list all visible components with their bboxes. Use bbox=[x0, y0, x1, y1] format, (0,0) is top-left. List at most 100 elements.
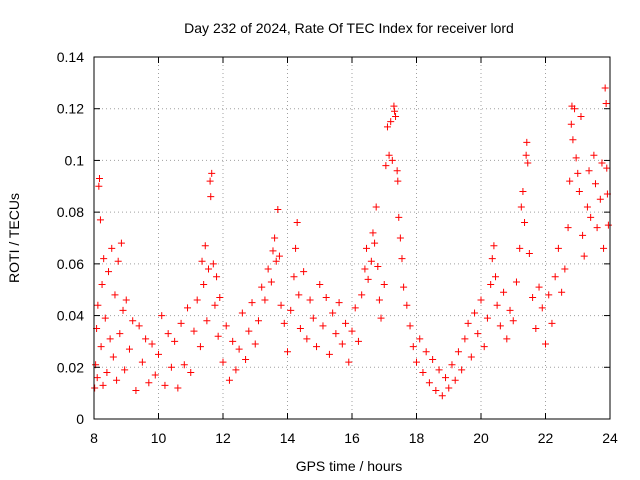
data-point bbox=[235, 345, 243, 353]
data-point bbox=[372, 203, 380, 211]
data-point bbox=[219, 358, 227, 366]
x-tick-label: 24 bbox=[602, 430, 618, 446]
data-point bbox=[432, 387, 440, 395]
data-point bbox=[374, 262, 382, 270]
data-point bbox=[201, 242, 209, 250]
data-point bbox=[122, 296, 130, 304]
data-point bbox=[121, 366, 129, 374]
y-tick-label: 0.14 bbox=[57, 49, 84, 65]
data-point bbox=[361, 265, 369, 273]
data-point bbox=[591, 180, 599, 188]
data-point bbox=[322, 293, 330, 301]
y-tick-label: 0.04 bbox=[57, 308, 84, 324]
data-point bbox=[174, 384, 182, 392]
data-point bbox=[303, 335, 311, 343]
data-point bbox=[209, 260, 217, 268]
data-point bbox=[496, 322, 504, 330]
data-point bbox=[295, 291, 303, 299]
data-point bbox=[577, 112, 585, 120]
data-point bbox=[116, 330, 124, 338]
data-point bbox=[114, 257, 122, 265]
x-tick-label: 8 bbox=[90, 430, 98, 446]
x-tick-label: 10 bbox=[151, 430, 167, 446]
data-point bbox=[572, 154, 580, 162]
data-point bbox=[354, 337, 362, 345]
data-point bbox=[471, 309, 479, 317]
data-point bbox=[216, 293, 224, 301]
data-point bbox=[264, 265, 272, 273]
chart-title: Day 232 of 2024, Rate Of TEC Index for r… bbox=[184, 20, 514, 36]
data-point bbox=[177, 319, 185, 327]
data-point bbox=[509, 317, 517, 325]
data-point bbox=[551, 273, 559, 281]
data-point bbox=[277, 301, 285, 309]
data-point bbox=[97, 343, 105, 351]
data-point bbox=[129, 317, 137, 325]
data-point bbox=[261, 296, 269, 304]
data-point bbox=[596, 195, 604, 203]
data-point bbox=[542, 340, 549, 348]
data-point bbox=[203, 317, 211, 325]
x-tick-label: 18 bbox=[409, 430, 425, 446]
data-point bbox=[335, 299, 343, 307]
data-point bbox=[293, 218, 301, 226]
data-point bbox=[332, 330, 340, 338]
data-point bbox=[222, 322, 230, 330]
data-point bbox=[269, 247, 277, 255]
data-point bbox=[393, 167, 401, 175]
data-point bbox=[493, 301, 501, 309]
data-point bbox=[94, 301, 102, 309]
data-point bbox=[377, 314, 385, 322]
data-point bbox=[319, 322, 327, 330]
data-point bbox=[548, 319, 556, 327]
data-point bbox=[451, 376, 459, 384]
data-point bbox=[603, 164, 611, 172]
data-point bbox=[524, 159, 532, 167]
data-point bbox=[525, 250, 533, 258]
data-point bbox=[196, 343, 204, 351]
data-points bbox=[91, 84, 612, 400]
data-point bbox=[461, 335, 469, 343]
data-point bbox=[95, 182, 103, 190]
data-point bbox=[519, 187, 527, 195]
data-point bbox=[96, 216, 104, 224]
data-point bbox=[598, 159, 606, 167]
data-point bbox=[125, 345, 133, 353]
data-point bbox=[213, 273, 221, 281]
x-tick-label: 20 bbox=[473, 430, 489, 446]
data-point bbox=[571, 105, 579, 113]
data-point bbox=[99, 381, 107, 389]
data-point bbox=[403, 301, 411, 309]
data-point bbox=[280, 319, 288, 327]
data-point bbox=[290, 273, 298, 281]
data-point bbox=[345, 358, 353, 366]
data-point bbox=[296, 325, 304, 332]
data-point bbox=[503, 335, 511, 343]
data-point bbox=[313, 343, 321, 351]
x-tick-label: 12 bbox=[215, 430, 231, 446]
data-point bbox=[367, 257, 375, 265]
data-point bbox=[200, 281, 208, 289]
data-point bbox=[382, 162, 390, 170]
data-point bbox=[561, 265, 569, 273]
data-point bbox=[435, 366, 443, 374]
data-point bbox=[275, 252, 283, 260]
data-point bbox=[284, 348, 291, 356]
data-point bbox=[564, 224, 572, 232]
data-point bbox=[101, 314, 109, 322]
data-point bbox=[316, 281, 324, 289]
data-point bbox=[574, 169, 582, 177]
x-tick-label: 16 bbox=[344, 430, 360, 446]
data-point bbox=[142, 335, 150, 343]
data-point bbox=[371, 239, 379, 247]
data-point bbox=[292, 244, 300, 252]
y-tick-label: 0.06 bbox=[57, 256, 84, 272]
data-point bbox=[467, 353, 475, 361]
y-tick-label: 0 bbox=[76, 411, 84, 427]
data-point bbox=[364, 275, 372, 283]
data-point bbox=[398, 255, 406, 263]
data-point bbox=[506, 306, 514, 314]
data-point bbox=[396, 234, 404, 242]
